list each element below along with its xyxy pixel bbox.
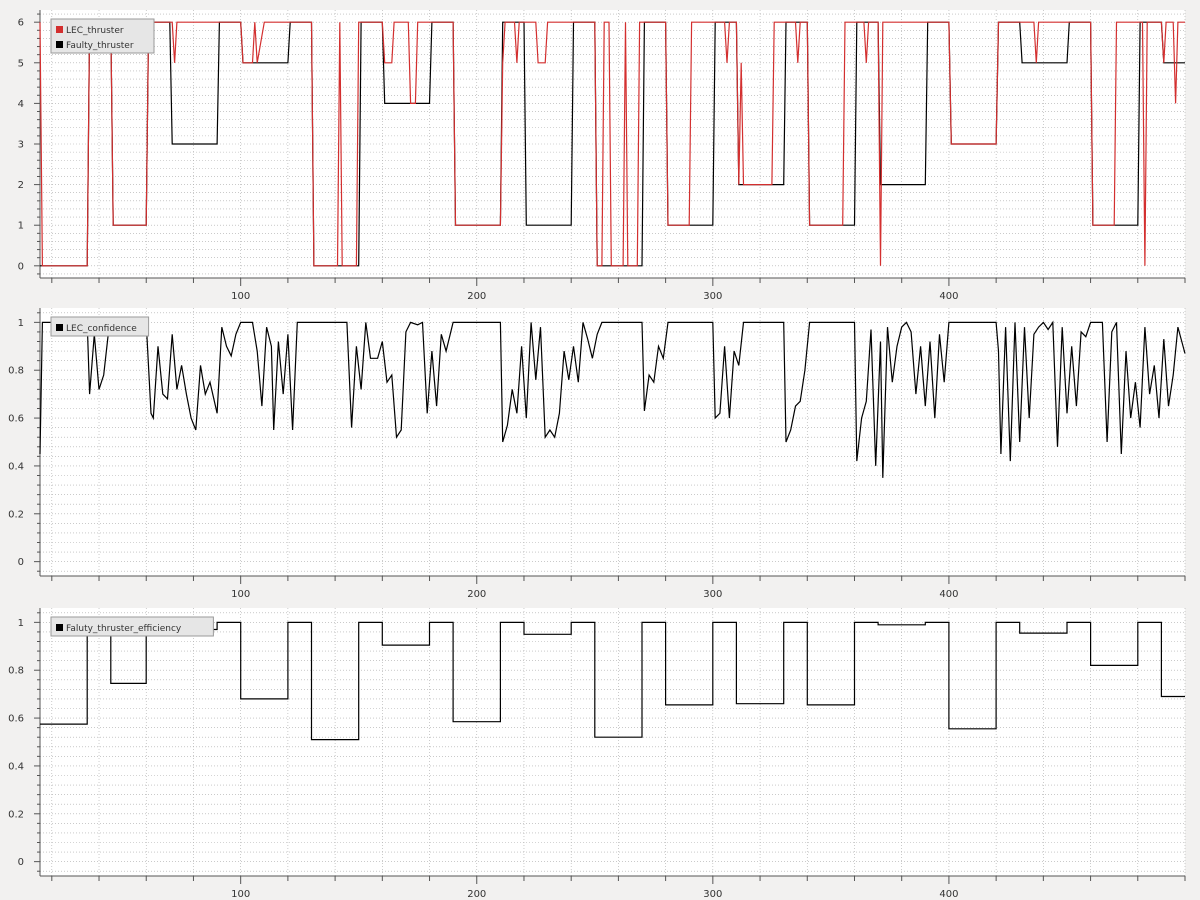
confidence-panel: 0 0.2 0.4 0.6 0.8 1 100 200 300 400 LEC_confidence [8, 308, 1185, 600]
y-tick-label: 0 [18, 557, 24, 568]
x-tick-label: 100 [231, 291, 250, 302]
y-tick-label: 0.6 [8, 714, 24, 725]
legend-swatch [56, 324, 63, 331]
legend: LEC_confidence [51, 317, 149, 336]
y-tick-label: 0 [18, 857, 24, 868]
y-tick-label: 0.6 [8, 414, 24, 425]
x-tick-label: 400 [939, 291, 958, 302]
plot-area [40, 308, 1185, 576]
y-tick-label: 0.4 [8, 461, 24, 472]
y-tick-label: 4 [18, 99, 24, 110]
y-tick-label: 0 [18, 261, 24, 272]
x-tick-label: 200 [467, 291, 486, 302]
legend-label: LEC_confidence [66, 324, 137, 334]
y-tick-label: 0.2 [8, 509, 24, 520]
legend-label: Faulty_thruster [66, 41, 134, 51]
x-tick-label: 200 [467, 589, 486, 600]
legend-swatch [56, 41, 63, 48]
legend: LEC_thruster Faulty_thruster [51, 19, 154, 53]
y-tick-label: 5 [18, 58, 24, 69]
x-tick-label: 300 [703, 291, 722, 302]
legend: Faluty_thruster_efficiency [51, 617, 213, 636]
y-tick-label: 0.2 [8, 809, 24, 820]
x-tick-label: 100 [231, 889, 250, 900]
y-tick-label: 0.8 [8, 366, 24, 377]
thruster-panel: 0 1 2 3 4 5 6 100 200 300 400 LEC_thruster Faulty_th… [18, 10, 1185, 302]
y-tick-label: 6 [18, 18, 24, 29]
y-tick-label: 3 [18, 140, 24, 151]
y-tick-label: 1 [18, 618, 24, 629]
y-tick-label: 2 [18, 180, 24, 191]
efficiency-panel: 0 0.2 0.4 0.6 0.8 1 100 200 300 400 Faluty_thruste… [8, 608, 1185, 900]
y-tick-label: 1 [18, 318, 24, 329]
y-tick-label: 1 [18, 221, 24, 232]
plot-area [40, 608, 1185, 876]
x-tick-label: 400 [939, 889, 958, 900]
x-tick-label: 400 [939, 589, 958, 600]
y-tick-label: 0.8 [8, 666, 24, 677]
x-tick-label: 100 [231, 589, 250, 600]
x-tick-label: 200 [467, 889, 486, 900]
legend-label: Faluty_thruster_efficiency [66, 624, 182, 634]
x-tick-label: 300 [703, 589, 722, 600]
y-tick-label: 0.4 [8, 761, 24, 772]
legend-swatch [56, 624, 63, 631]
legend-label: LEC_thruster [66, 26, 124, 36]
legend-swatch [56, 26, 63, 33]
x-tick-label: 300 [703, 889, 722, 900]
